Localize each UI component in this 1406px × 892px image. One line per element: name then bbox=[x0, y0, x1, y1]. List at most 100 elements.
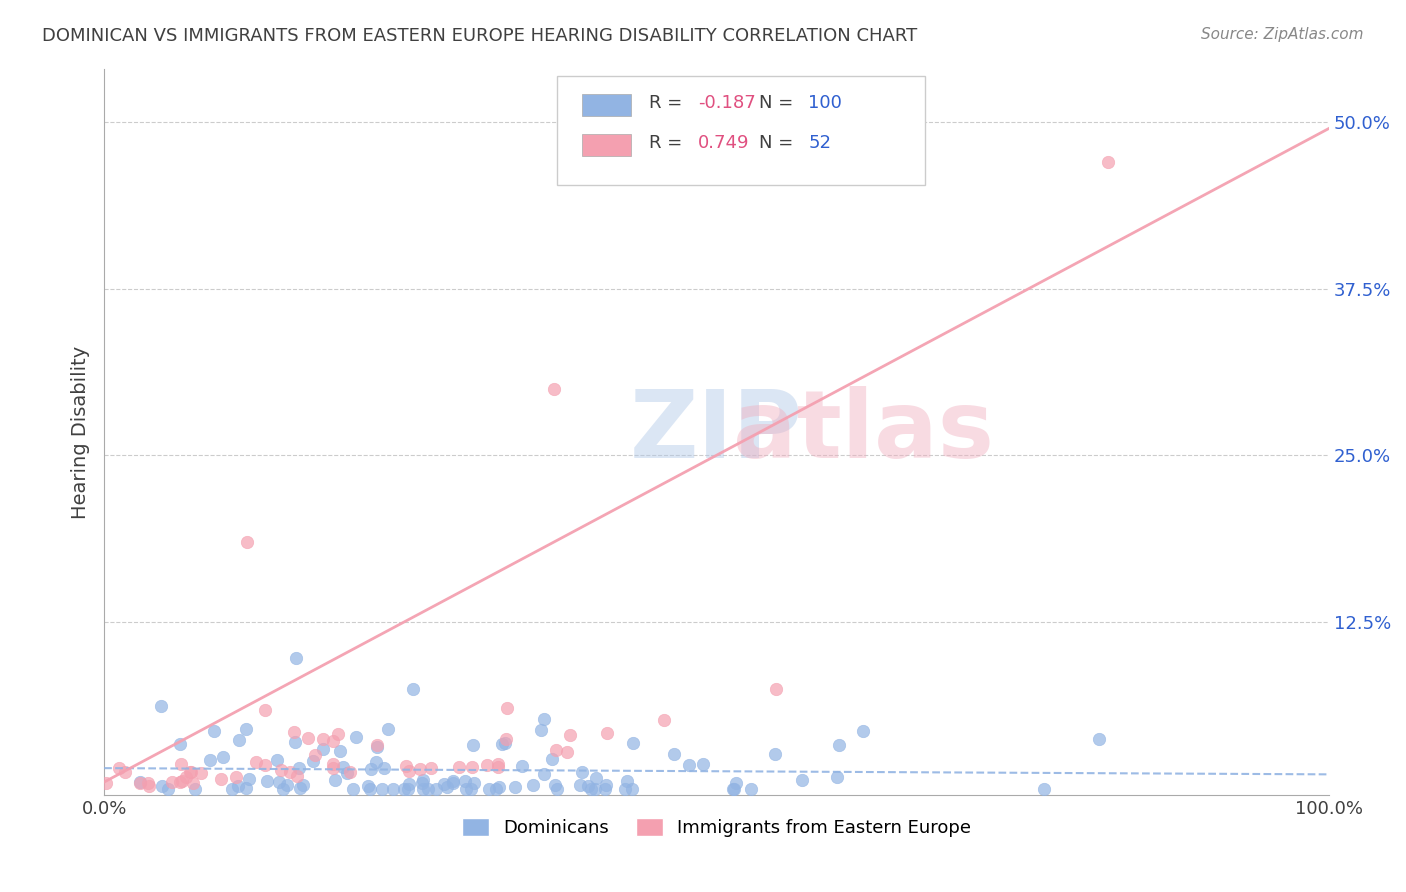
Point bbox=[276, 778, 298, 792]
Point bbox=[503, 780, 526, 794]
Point bbox=[763, 747, 786, 761]
Point bbox=[392, 781, 415, 796]
Point bbox=[312, 741, 335, 756]
Text: atlas: atlas bbox=[733, 386, 994, 478]
Text: N =: N = bbox=[759, 94, 799, 112]
Point bbox=[94, 776, 117, 790]
Point bbox=[179, 765, 201, 780]
Point bbox=[419, 761, 441, 775]
Point bbox=[181, 776, 204, 790]
Point bbox=[285, 769, 308, 783]
Point bbox=[418, 781, 440, 796]
Point bbox=[301, 754, 323, 768]
Point bbox=[366, 755, 388, 769]
Point bbox=[322, 734, 344, 748]
Point bbox=[107, 761, 129, 775]
Point bbox=[256, 774, 278, 789]
Point bbox=[441, 774, 464, 789]
Text: 100: 100 bbox=[808, 94, 842, 112]
Point bbox=[543, 382, 565, 396]
Point bbox=[569, 778, 592, 792]
Point bbox=[312, 731, 335, 746]
Point bbox=[150, 779, 173, 793]
Point bbox=[172, 774, 194, 789]
Point bbox=[322, 761, 344, 775]
Point bbox=[544, 743, 567, 757]
Point bbox=[236, 535, 259, 549]
Point bbox=[478, 781, 501, 796]
Point bbox=[510, 759, 533, 773]
Point bbox=[212, 750, 235, 764]
Point bbox=[129, 776, 152, 790]
Point bbox=[852, 724, 875, 739]
Point bbox=[495, 701, 517, 715]
Point bbox=[329, 744, 352, 758]
Point bbox=[377, 722, 399, 736]
Point bbox=[342, 781, 364, 796]
Y-axis label: Hearing Disability: Hearing Disability bbox=[72, 345, 90, 518]
Point bbox=[576, 779, 599, 793]
Point bbox=[792, 773, 814, 788]
Point bbox=[209, 772, 232, 786]
Point bbox=[456, 781, 478, 796]
Point bbox=[267, 775, 290, 789]
Point bbox=[184, 781, 207, 796]
Point bbox=[200, 753, 222, 767]
Point bbox=[336, 766, 359, 780]
Point bbox=[344, 730, 367, 744]
Point bbox=[1033, 781, 1056, 796]
Point bbox=[402, 682, 425, 697]
Text: 52: 52 bbox=[808, 134, 831, 152]
Point bbox=[304, 747, 326, 762]
Point bbox=[169, 775, 191, 789]
Point bbox=[412, 772, 434, 787]
Point bbox=[202, 723, 225, 738]
Point bbox=[291, 778, 314, 792]
Point bbox=[765, 682, 787, 697]
Point bbox=[395, 758, 418, 772]
Point bbox=[546, 781, 568, 796]
Point bbox=[494, 736, 516, 750]
Point bbox=[266, 753, 288, 767]
Point bbox=[235, 722, 257, 736]
Point bbox=[463, 776, 485, 790]
Point bbox=[283, 725, 305, 739]
Point bbox=[284, 735, 307, 749]
Point bbox=[740, 781, 762, 796]
Point bbox=[583, 781, 606, 796]
Point bbox=[425, 781, 447, 796]
Point bbox=[593, 781, 616, 796]
Point bbox=[253, 702, 276, 716]
Point bbox=[288, 781, 311, 796]
Point bbox=[486, 756, 509, 771]
Point bbox=[228, 733, 250, 747]
Point bbox=[544, 778, 567, 792]
Point bbox=[366, 738, 388, 752]
Point bbox=[491, 737, 513, 751]
Point bbox=[533, 766, 555, 780]
Point bbox=[662, 747, 685, 761]
Point bbox=[613, 781, 636, 796]
Point bbox=[271, 781, 294, 796]
Point bbox=[114, 764, 136, 779]
Point bbox=[326, 727, 349, 741]
Text: 0.749: 0.749 bbox=[697, 134, 749, 152]
Point bbox=[447, 760, 470, 774]
Point bbox=[723, 781, 745, 796]
Point bbox=[235, 781, 257, 796]
Point bbox=[322, 756, 344, 771]
Point bbox=[409, 762, 432, 776]
Point bbox=[475, 757, 498, 772]
Point bbox=[533, 712, 555, 726]
Point bbox=[721, 781, 744, 796]
Text: ZIP: ZIP bbox=[630, 386, 803, 478]
Point bbox=[373, 761, 395, 775]
Point bbox=[579, 781, 602, 796]
Point bbox=[461, 738, 484, 752]
Point bbox=[495, 731, 517, 746]
Point bbox=[692, 757, 714, 772]
Text: R =: R = bbox=[650, 94, 688, 112]
Point bbox=[560, 728, 582, 742]
Text: N =: N = bbox=[759, 134, 799, 152]
Point bbox=[150, 699, 173, 714]
